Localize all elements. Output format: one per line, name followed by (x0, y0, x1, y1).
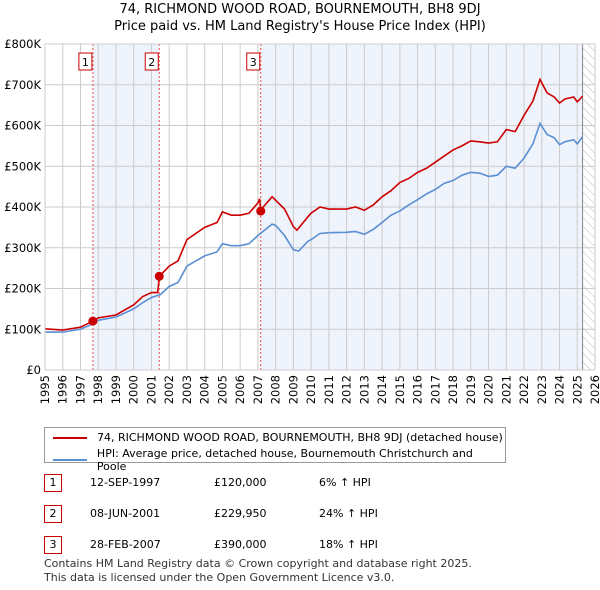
sale-date: 08-JUN-2001 (90, 507, 161, 520)
x-tick-label: 2020 (482, 375, 496, 404)
x-tick-label: 2021 (499, 375, 513, 404)
footer-licence: This data is licensed under the Open Gov… (44, 571, 395, 584)
y-tick-label: £500K (4, 159, 41, 173)
x-tick-label: 2000 (127, 375, 141, 404)
legend-label: 74, RICHMOND WOOD ROAD, BOURNEMOUTH, BH8… (97, 431, 503, 444)
x-tick-label: 2012 (340, 375, 354, 404)
y-tick-label: £700K (4, 78, 41, 92)
sale-point (154, 271, 164, 281)
y-tick-label: £200K (4, 282, 41, 296)
sale-label: 1 (82, 56, 89, 69)
sale-label-box (246, 52, 261, 71)
x-tick-label: 1995 (38, 375, 52, 404)
x-tick-label: 2011 (322, 375, 336, 404)
x-tick-label: 2008 (269, 375, 283, 404)
footer-copyright: Contains HM Land Registry data © Crown c… (44, 557, 472, 570)
legend-label: HPI: Average price, detached house, Bour… (96, 447, 473, 473)
x-tick-label: 2017 (428, 375, 442, 404)
x-tick-label: 2013 (357, 375, 371, 404)
x-tick-label: 2009 (286, 375, 300, 404)
sale-price: £229,950 (214, 507, 267, 520)
y-tick-label: £300K (4, 241, 41, 255)
x-tick-label: 1997 (73, 375, 87, 404)
sale-hpi-change: 18% ↑ HPI (319, 538, 378, 551)
y-tick-label: £400K (4, 200, 41, 214)
sale-hpi-change: 24% ↑ HPI (319, 507, 378, 520)
legend: 74, RICHMOND WOOD ROAD, BOURNEMOUTH, BH8… (44, 427, 506, 473)
x-tick-label: 2016 (411, 375, 425, 404)
x-tick-label: 1999 (109, 375, 123, 404)
x-tick-label: 2018 (446, 375, 460, 404)
sale-number-badge: 3 (44, 536, 62, 554)
sale-label: 3 (250, 56, 257, 69)
sale-point (88, 316, 98, 326)
chart-title: 74, RICHMOND WOOD ROAD, BOURNEMOUTH, BH8… (119, 2, 481, 17)
x-tick-label: 2004 (198, 375, 212, 404)
x-tick-label: 2015 (393, 375, 407, 404)
legend-swatch-blue (53, 459, 87, 461)
sale-label: 2 (148, 56, 155, 69)
sale-number-badge: 2 (44, 505, 62, 523)
x-tick-label: 2007 (251, 375, 265, 404)
x-tick-label: 2006 (233, 375, 247, 404)
hpi-line (45, 121, 584, 333)
legend-item-hpi: HPI: Average price, detached house, Bour… (53, 447, 505, 473)
x-tick-label: 1996 (56, 375, 70, 404)
x-tick-label: 1998 (91, 375, 105, 404)
plot-border (44, 43, 596, 371)
sale-date: 12-SEP-1997 (90, 476, 161, 489)
sale-label-box (144, 52, 159, 71)
sale-number-badge: 1 (44, 474, 62, 492)
x-tick-label: 2023 (535, 375, 549, 404)
x-tick-label: 2002 (162, 375, 176, 404)
sale-date: 28-FEB-2007 (90, 538, 161, 551)
x-tick-label: 2010 (304, 375, 318, 404)
x-tick-label: 2001 (144, 375, 158, 404)
x-tick-label: 2022 (517, 375, 531, 404)
sale-label-box (78, 52, 93, 71)
y-tick-label: £100K (4, 322, 41, 336)
sale-hpi-change: 6% ↑ HPI (319, 476, 371, 489)
y-tick-label: £600K (4, 119, 41, 133)
x-tick-label: 2003 (180, 375, 194, 404)
x-tick-label: 2005 (215, 375, 229, 404)
y-tick-label: £800K (4, 37, 41, 51)
x-tick-label: 2024 (553, 375, 567, 404)
legend-item-property: 74, RICHMOND WOOD ROAD, BOURNEMOUTH, BH8… (53, 431, 503, 444)
y-tick-label: £0 (26, 363, 41, 377)
x-tick-label: 2019 (464, 375, 478, 404)
x-tick-label: 2026 (588, 375, 600, 404)
sale-price: £120,000 (214, 476, 267, 489)
chart-subtitle: Price paid vs. HM Land Registry's House … (114, 19, 486, 34)
sale-price: £390,000 (214, 538, 267, 551)
legend-swatch-red (53, 436, 87, 439)
sale-point (256, 206, 266, 216)
price-chart: 1995 1996 1997 1998 1999 2000 2001 2002 2003 2004… (4, 37, 600, 404)
x-tick-label: 2025 (570, 375, 584, 404)
x-tick-label: 2014 (375, 375, 389, 404)
